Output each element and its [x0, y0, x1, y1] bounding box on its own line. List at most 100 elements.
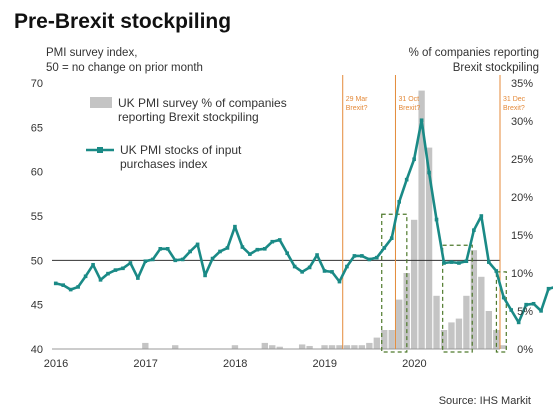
pmi-point: [225, 246, 230, 250]
legend-label-pmi-1: UK PMI stocks of input: [120, 143, 242, 157]
pmi-point: [180, 257, 185, 262]
pmi-point: [195, 242, 200, 247]
stockpiling-bar: [463, 295, 470, 349]
brexit-deadline-label: 29 Mar: [346, 96, 368, 103]
right-axis-title: % of companies reporting Brexit stockpil…: [409, 46, 539, 76]
legend-label-stockpiling-1: UK PMI survey % of companies: [118, 96, 287, 110]
stockpiling-bar: [425, 147, 433, 349]
brexit-deadline-label: 31 Dec: [503, 96, 526, 103]
pmi-point: [375, 255, 379, 260]
brexit-deadline-label: Brexit?: [346, 105, 368, 112]
stockpiling-bar: [336, 345, 343, 349]
pmi-line: [55, 118, 553, 324]
left-y-tick-label: 55: [31, 211, 43, 223]
pmi-point: [360, 254, 364, 258]
pmi-point: [501, 295, 506, 300]
pmi-point: [531, 301, 536, 306]
left-axis-title: PMI survey index, 50 = no change on prio…: [46, 46, 203, 76]
pmi-point: [128, 261, 133, 265]
stockpiling-bar: [298, 344, 306, 349]
pmi-point: [322, 269, 327, 273]
pmi-point: [292, 264, 297, 269]
pmi-point: [136, 276, 140, 280]
pmi-point: [76, 285, 80, 289]
pmi-point: [367, 257, 372, 262]
pmi-point: [382, 246, 387, 250]
right-y-tick-label: 5%: [517, 306, 533, 318]
stockpiling-bar: [373, 337, 380, 349]
stockpiling-bar: [343, 345, 351, 349]
brexit-deadline-label: Brexit?: [398, 105, 420, 112]
pmi-point: [68, 287, 73, 292]
x-tick-label: 2020: [402, 358, 426, 370]
pmi-point: [464, 259, 469, 264]
stockpiling-bar: [433, 295, 440, 349]
stockpiling-bar: [396, 299, 403, 349]
pmi-point: [449, 260, 454, 264]
pmi-point: [539, 309, 543, 313]
pmi-point: [270, 239, 275, 244]
pmi-point: [248, 252, 252, 256]
right-axis-title-line-2: Brexit stockpiling: [452, 62, 539, 74]
right-y-tick-label: 30%: [511, 116, 533, 128]
pmi-point: [457, 261, 461, 265]
stockpiling-bar: [142, 342, 149, 349]
pmi-point: [330, 270, 334, 274]
stockpiling-bar: [388, 330, 395, 349]
pmi-point: [352, 254, 357, 258]
left-axis-title-line-1: PMI survey index,: [46, 47, 138, 59]
pmi-point: [427, 170, 431, 175]
brexit-deadline-label: Brexit?: [503, 105, 525, 112]
pmi-point: [546, 286, 551, 291]
pmi-point: [412, 157, 416, 162]
stockpiling-bar: [306, 345, 313, 349]
pmi-point: [240, 245, 245, 249]
stockpiling-bar: [321, 345, 328, 349]
right-y-tick-label: 15%: [511, 230, 533, 242]
right-y-tick-label: 35%: [511, 78, 533, 90]
pmi-point: [337, 279, 342, 284]
stockpiling-bar: [410, 219, 418, 349]
pmi-point: [53, 281, 58, 286]
stockpiling-bar: [261, 342, 268, 349]
right-y-tick-label: 25%: [511, 154, 533, 166]
stockpiling-bar: [448, 322, 455, 349]
left-y-tick-label: 70: [31, 78, 43, 90]
pmi-point: [113, 268, 118, 272]
pmi-point: [98, 278, 103, 282]
stockpiling-bar: [231, 345, 239, 349]
pmi-point: [255, 247, 260, 252]
brexit-deadline-label: 31 Oct: [398, 96, 419, 103]
pmi-point: [509, 308, 513, 312]
pmi-point: [472, 228, 476, 232]
pmi-point: [397, 200, 401, 204]
right-y-tick-label: 0%: [517, 344, 533, 356]
x-tick-label: 2018: [223, 358, 247, 370]
stockpiling-bar: [470, 250, 478, 349]
stockpiling-bar: [418, 90, 425, 349]
legend-swatch-stockpiling: [90, 97, 112, 108]
pmi-point: [389, 236, 394, 240]
pmi-point: [404, 177, 409, 182]
left-y-tick-label: 45: [31, 300, 43, 312]
stockpiling-period-box: [381, 213, 408, 353]
pmi-point: [203, 273, 207, 278]
right-y-tick-label: 20%: [511, 192, 533, 204]
x-tick-label: 2019: [313, 358, 337, 370]
pmi-point: [434, 217, 439, 222]
left-y-tick-label: 40: [31, 344, 43, 356]
pmi-point: [188, 249, 192, 254]
pmi-point: [106, 271, 110, 276]
left-y-tick-label: 65: [31, 122, 43, 134]
stockpiling-period-box: [495, 271, 507, 353]
pmi-point: [263, 247, 267, 251]
pmi-point: [233, 224, 237, 229]
stockpiling-period-box: [442, 244, 473, 353]
stockpiling-bar: [455, 318, 463, 349]
stockpiling-bar: [366, 342, 373, 349]
pmi-point: [524, 302, 528, 307]
x-tick-label: 2016: [44, 358, 68, 370]
stockpiling-bar: [440, 330, 448, 349]
pmi-point: [494, 269, 499, 273]
